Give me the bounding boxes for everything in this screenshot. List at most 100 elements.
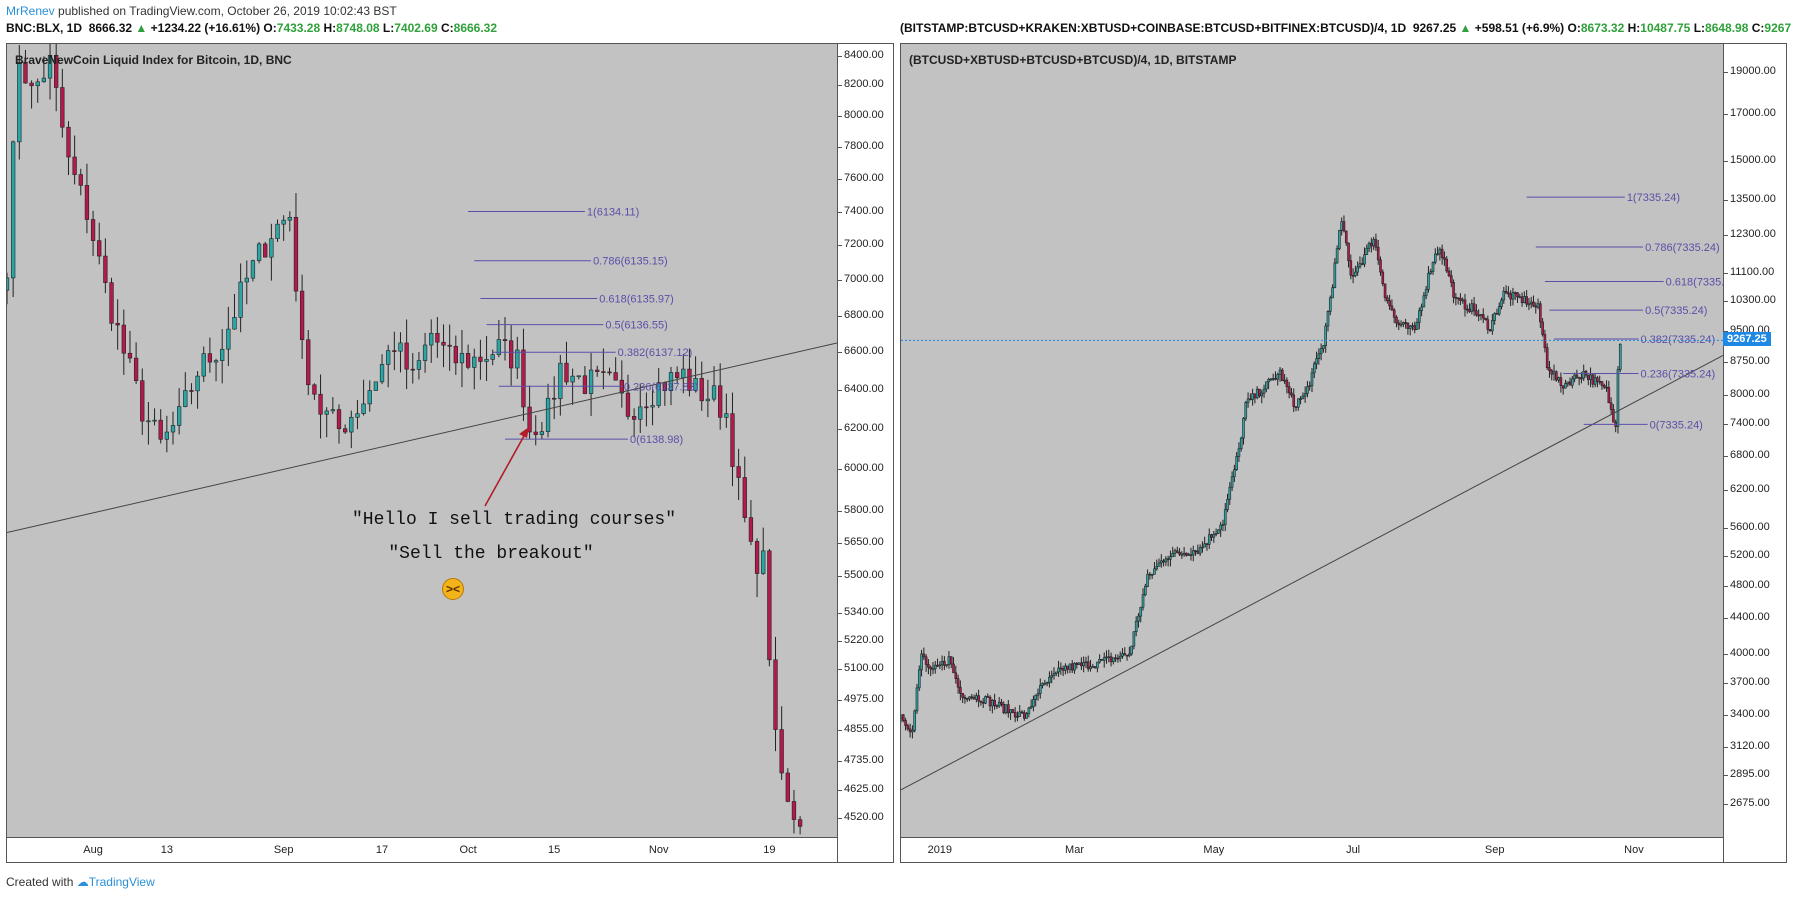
right-change: +598.51 (+6.9%): [1474, 21, 1565, 35]
annotation-courses: "Hello I sell trading courses": [351, 510, 677, 530]
publish-info: MrRenev published on TradingView.com, Oc…: [6, 4, 397, 18]
candle: [986, 696, 990, 698]
candle: [1449, 275, 1453, 283]
price-tick-label: 5500.00: [844, 569, 884, 582]
time-tick-label: Mar: [1065, 844, 1085, 856]
price-tick-label: 3700.00: [1730, 676, 1770, 689]
price-tick-label: 7600.00: [844, 171, 884, 184]
candle: [1335, 248, 1339, 264]
candle: [1582, 371, 1586, 379]
candle: [1445, 258, 1449, 272]
candle: [379, 364, 385, 383]
candle: [1422, 295, 1426, 308]
candle: [1077, 662, 1081, 666]
candle: [675, 372, 680, 378]
time-tick-label: 15: [548, 844, 561, 856]
candle: [754, 541, 760, 574]
left-chart-panel[interactable]: 1(6134.11) 0.786(6135.15) 0.618(6135.97) 0.…: [6, 43, 894, 863]
candle: [281, 219, 286, 225]
candle: [459, 353, 465, 364]
candle: [1036, 693, 1040, 696]
candle: [133, 357, 139, 381]
candle: [1086, 661, 1090, 670]
price-tick-mark: [1724, 714, 1728, 716]
candle: [1589, 374, 1592, 380]
candle: [1235, 456, 1238, 470]
left-chart-plot[interactable]: 1(6134.11) 0.786(6135.15) 0.618(6135.97) 0.…: [7, 44, 837, 837]
candle: [1278, 369, 1282, 375]
tradingview-logo-link[interactable]: ☁TradingView: [77, 875, 155, 889]
candle: [1465, 308, 1469, 311]
price-tick-mark: [1724, 654, 1728, 655]
candle: [1148, 573, 1152, 576]
right-h-label: H:: [1627, 21, 1641, 35]
candle: [1418, 310, 1421, 323]
candle: [1561, 385, 1565, 389]
candle: [220, 348, 225, 361]
price-tick-mark: [838, 245, 842, 247]
author-link[interactable]: MrRenev: [6, 4, 55, 18]
candle: [981, 701, 985, 704]
candle: [724, 413, 729, 418]
candle: [1068, 663, 1072, 670]
candle: [1342, 221, 1346, 232]
candle: [361, 403, 366, 414]
candle: [767, 550, 772, 661]
candle: [72, 156, 77, 175]
candle: [1618, 343, 1622, 370]
price-tick-label: 7000.00: [844, 272, 884, 285]
left-close: 8666.32: [453, 21, 498, 35]
candle: [1470, 303, 1474, 312]
candle: [761, 550, 766, 574]
candle: [1397, 322, 1401, 326]
candle: [1189, 554, 1193, 556]
left-time-axis[interactable]: Aug 13 Sep 17 Oct 15 Nov 19: [7, 837, 837, 862]
candle: [1150, 574, 1154, 576]
price-tick-mark: [838, 390, 842, 392]
candle: [552, 397, 557, 400]
candle: [1541, 321, 1544, 335]
candle: [1182, 552, 1186, 555]
candles: [7, 44, 803, 835]
candle: [1525, 296, 1528, 305]
right-price-axis[interactable]: 19000.00 17000.00 15000.00 13500.00 12300.00…: [1723, 44, 1786, 862]
candle: [1447, 270, 1451, 277]
candle: [968, 696, 971, 700]
candle: [47, 54, 53, 79]
candle: [1326, 311, 1330, 327]
candle: [1324, 325, 1328, 347]
price-tick-label: 5800.00: [844, 504, 884, 517]
right-chart-panel[interactable]: 1(7335.24) 0.786(7335.24) 0.618(7335.24) 0.…: [900, 43, 1787, 863]
price-tick-label: 7800.00: [844, 139, 884, 152]
price-tick-mark: [1724, 361, 1728, 363]
candle: [970, 696, 974, 699]
right-time-axis[interactable]: 2019 Mar May Jul Sep Nov: [901, 837, 1723, 862]
candle: [1379, 259, 1382, 273]
candle: [226, 328, 231, 350]
candle: [23, 61, 28, 84]
candle: [952, 663, 955, 674]
candle: [1091, 666, 1095, 668]
candle: [293, 216, 299, 292]
candle: [693, 378, 698, 391]
candle: [1016, 716, 1019, 718]
candle: [1308, 385, 1312, 388]
candle: [1591, 374, 1595, 385]
candle: [1354, 271, 1357, 277]
candle: [404, 342, 409, 370]
candle: [1504, 290, 1508, 294]
right-chart-plot[interactable]: 1(7335.24) 0.786(7335.24) 0.618(7335.24) 0.…: [901, 44, 1723, 837]
candle: [1242, 417, 1245, 439]
candle: [1424, 289, 1428, 297]
candle: [954, 672, 958, 679]
candle: [441, 341, 446, 346]
candle: [367, 390, 372, 405]
candle: [1390, 305, 1394, 311]
candle: [392, 350, 397, 352]
price-tick-mark: [838, 543, 842, 545]
left-price-axis[interactable]: 8400.00 8200.00 8000.00 7800.00 7600.00 7400.…: [837, 44, 893, 862]
candle: [1020, 711, 1024, 714]
candle: [570, 375, 575, 383]
candle: [1032, 699, 1035, 707]
candle: [1096, 661, 1099, 669]
